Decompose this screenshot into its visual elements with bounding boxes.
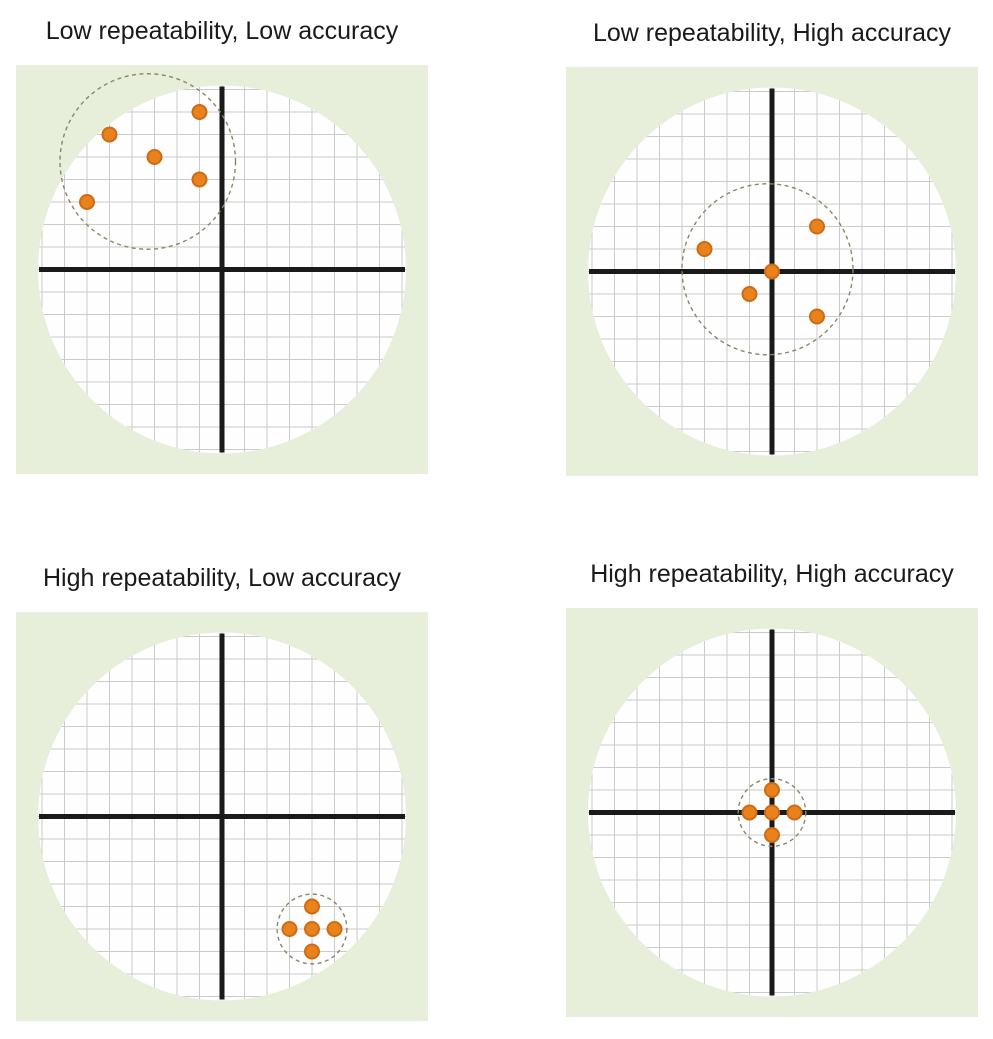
cluster-outline: [276, 893, 348, 965]
data-point: [146, 149, 163, 165]
data-point: [191, 171, 208, 188]
data-point: [786, 804, 803, 821]
panel-high-rep-low-acc: High repeatability, Low accuracy: [16, 563, 428, 1021]
data-point: [696, 241, 713, 257]
data-point: [809, 218, 825, 235]
data-point: [79, 194, 95, 210]
data-point: [764, 804, 780, 821]
data-point: [304, 898, 320, 915]
panel-title: High repeatability, High accuracy: [590, 560, 954, 588]
data-point: [304, 921, 320, 937]
data-point: [304, 943, 320, 960]
panel-low-rep-low-acc: Low repeatability, Low accuracy: [16, 16, 428, 474]
data-point: [281, 921, 298, 937]
data-point: [764, 263, 780, 280]
data-point: [191, 104, 208, 120]
panel-low-rep-high-acc: Low repeatability, High accuracy: [566, 18, 978, 476]
panel-high-rep-high-acc: High repeatability, High accuracy: [566, 559, 978, 1017]
target-diagram-low-rep-low-acc: [16, 65, 428, 474]
data-point: [764, 827, 780, 843]
data-point: [764, 782, 780, 798]
panel-title: Low repeatability, High accuracy: [592, 19, 952, 47]
cluster-outline: [681, 183, 854, 356]
target-diagram-high-rep-high-acc: [566, 608, 978, 1017]
target-diagram-low-rep-high-acc: [566, 67, 978, 476]
data-point: [101, 126, 118, 143]
target-diagram-high-rep-low-acc: [16, 612, 428, 1021]
data-point: [741, 804, 758, 821]
data-point: [326, 921, 343, 937]
panel-title: High repeatability, Low accuracy: [42, 564, 402, 592]
data-point: [809, 308, 825, 325]
data-point: [741, 286, 758, 302]
panel-title: Low repeatability, Low accuracy: [45, 17, 399, 45]
cluster-outline: [737, 778, 807, 847]
cluster-outline: [59, 73, 237, 250]
